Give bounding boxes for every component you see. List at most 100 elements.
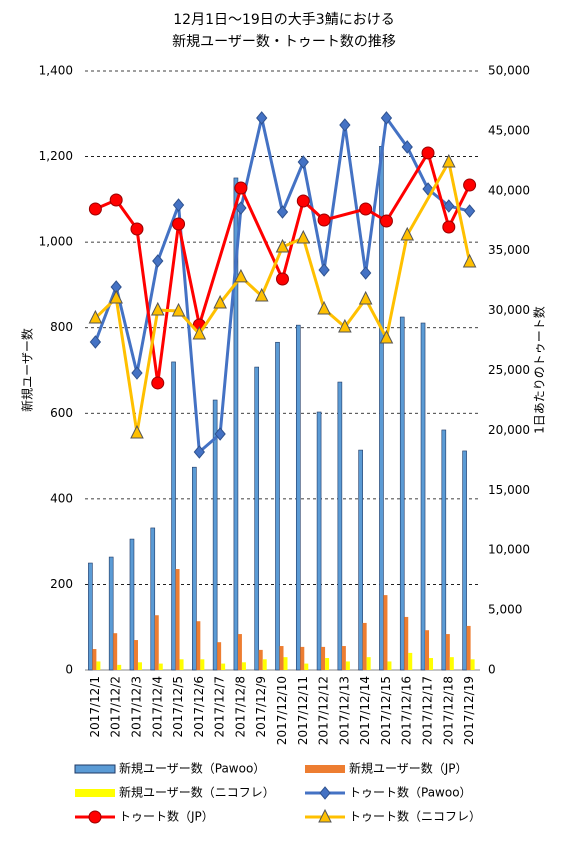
- legend-label: 新規ユーザー数（JP）: [349, 761, 468, 776]
- marker: [463, 204, 476, 218]
- bar: [429, 658, 434, 670]
- bar: [279, 646, 284, 670]
- x-tick-label: 2017/12/2: [109, 676, 123, 738]
- marker: [276, 205, 289, 219]
- marker: [379, 214, 393, 228]
- bar: [362, 622, 367, 670]
- marker: [317, 213, 331, 227]
- bar: [258, 649, 263, 670]
- marker: [88, 309, 103, 324]
- tick-label: 1,000: [39, 235, 73, 249]
- bar: [300, 646, 305, 670]
- legend-label: 新規ユーザー数（ニコフレ）: [119, 785, 275, 800]
- marker: [379, 329, 394, 344]
- bar: [92, 649, 97, 670]
- legend-label: トゥート数（JP）: [119, 809, 214, 824]
- marker: [109, 193, 123, 207]
- marker: [442, 153, 456, 168]
- marker: [193, 445, 205, 459]
- bar: [445, 634, 450, 670]
- bar: [137, 662, 142, 670]
- marker: [89, 335, 102, 349]
- x-tick-label: 2017/12/18: [441, 676, 455, 745]
- legend-marker: [319, 786, 331, 800]
- bar: [254, 366, 260, 671]
- marker: [442, 220, 456, 234]
- x-tick-label: 2017/12/8: [233, 676, 247, 738]
- bar: [175, 569, 180, 670]
- bar: [237, 634, 242, 670]
- x-tick-label: 2017/12/16: [400, 676, 414, 745]
- bar: [275, 341, 280, 671]
- marker: [131, 366, 143, 380]
- x-tick-label: 2017/12/5: [171, 676, 185, 738]
- bar: [113, 633, 118, 670]
- marker: [462, 253, 477, 268]
- bar: [233, 177, 239, 671]
- bar: [321, 646, 326, 670]
- tick-label: 25,000: [488, 363, 530, 377]
- bar: [462, 450, 467, 671]
- x-tick-label: 2017/12/3: [129, 676, 143, 738]
- tick-label: 45,000: [488, 123, 530, 137]
- marker: [360, 266, 372, 280]
- bar: [304, 663, 309, 670]
- tick-label: 5,000: [488, 603, 522, 617]
- x-tick-label: 2017/12/1: [88, 676, 102, 738]
- marker: [192, 325, 207, 340]
- marker: [463, 178, 477, 192]
- bar: [345, 661, 350, 670]
- tick-label: 35,000: [488, 243, 530, 257]
- marker: [400, 226, 415, 241]
- x-tick-label: 2017/12/17: [421, 676, 435, 745]
- bar: [337, 381, 343, 671]
- marker: [235, 201, 247, 215]
- marker: [234, 268, 248, 283]
- marker: [256, 111, 268, 125]
- legend-label: トゥート数（Pawoo）: [349, 785, 472, 800]
- x-tick-label: 2017/12/6: [192, 676, 206, 738]
- marker: [318, 263, 330, 277]
- x-tick-label: 2017/12/4: [150, 676, 164, 738]
- bar: [217, 642, 222, 670]
- marker: [150, 301, 165, 316]
- bar: [441, 429, 447, 671]
- marker: [339, 118, 351, 132]
- bar: [283, 657, 288, 670]
- marker: [88, 202, 102, 216]
- bar: [341, 646, 346, 670]
- tick-label: 1,400: [39, 64, 73, 78]
- tick-label: 1,200: [39, 149, 73, 163]
- marker: [172, 198, 185, 212]
- marker: [213, 294, 227, 309]
- marker: [401, 140, 413, 154]
- bar: [192, 466, 197, 671]
- marker: [359, 202, 373, 216]
- bar: [108, 556, 114, 671]
- chart-title: 12月1日～19日の大手3鯖における: [173, 12, 394, 28]
- bar: [383, 595, 388, 670]
- bar: [96, 661, 101, 670]
- legend-swatch: [305, 765, 345, 773]
- legend-marker: [318, 808, 332, 823]
- legend-label: 新規ユーザー数（Pawoo）: [119, 761, 265, 776]
- marker: [130, 424, 144, 439]
- x-tick-label: 2017/12/14: [358, 676, 372, 745]
- bar: [196, 621, 201, 670]
- x-tick-label: 2017/12/19: [462, 676, 476, 745]
- line: [94, 157, 472, 434]
- tick-label: 800: [50, 320, 73, 334]
- bar: [399, 316, 405, 671]
- marker: [380, 111, 393, 125]
- marker: [317, 300, 331, 315]
- bar: [325, 658, 330, 670]
- bar: [262, 659, 267, 670]
- bar: [200, 659, 205, 670]
- tick-label: 30,000: [488, 303, 530, 317]
- bar: [241, 662, 246, 670]
- tick-label: 400: [50, 491, 73, 505]
- marker: [234, 181, 248, 195]
- bar: [295, 324, 301, 671]
- bar: [420, 322, 426, 671]
